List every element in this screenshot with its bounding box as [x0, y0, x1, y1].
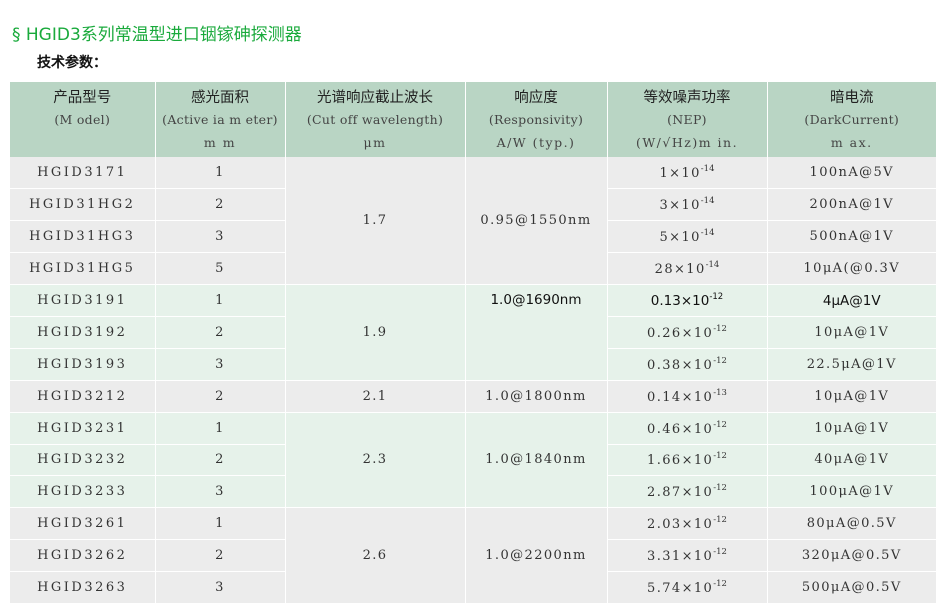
header-dark-current: 暗电流 (DarkCurrent) m ax. [767, 82, 936, 157]
cell-area: 2 [155, 380, 286, 413]
table-row: HGID3193 3 0.38×10-12 22.5μA@1V [10, 348, 936, 381]
table-row: HGID31HG3 3 5×10-14 500nA@1V [10, 220, 936, 254]
cell-cutoff: 2.3 [285, 412, 466, 509]
cell-dark-current: 80μA@0.5V [767, 507, 936, 541]
header-model: 产品型号 (M odel) [10, 82, 156, 157]
cell-area: 2 [155, 188, 286, 222]
header-responsivity: 响应度 (Responsivity) A/W (typ.) [465, 82, 608, 157]
cell-dark-current: 10μA(@0.3V [767, 252, 936, 286]
section-subtitle: 技术参数： [37, 55, 107, 71]
cell-model: HGID31HG2 [10, 188, 156, 222]
cell-nep: 0.38×10-12 [607, 348, 768, 381]
cell-nep: 2.03×10-12 [607, 507, 768, 541]
header-nep: 等效噪声功率 (NEP) (W/√Hz)m in. [607, 82, 768, 157]
cell-model: HGID3193 [10, 348, 156, 381]
table-row: HGID3231 1 2.3 1.0@1840nm 0.46×10-12 10μ… [10, 412, 936, 509]
cell-cutoff: 1.9 [285, 284, 466, 381]
cell-nep: 1×10-14 [607, 157, 768, 190]
table-row: HGID3191 1 1.9 1.0@1690nm 0.13×10-12 4μA… [10, 284, 936, 381]
cell-model: HGID3232 [10, 444, 156, 477]
cell-area: 3 [155, 475, 286, 509]
cell-dark-current: 100μA@1V [767, 475, 936, 509]
cell-dark-current: 500μA@0.5V [767, 571, 936, 604]
table-row: HGID3262 2 3.31×10-12 320μA@0.5V [10, 539, 936, 573]
cell-model: HGID3262 [10, 539, 156, 573]
cell-model: HGID31HG5 [10, 252, 156, 286]
cell-responsivity: 1.0@1690nm [465, 284, 608, 381]
cell-dark-current: 22.5μA@1V [767, 348, 936, 381]
cell-dark-current: 10μA@1V [767, 412, 936, 445]
cell-area: 3 [155, 571, 286, 604]
cell-area: 3 [155, 348, 286, 381]
table-row: HGID3212 2 2.1 1.0@1800nm 0.14×10-13 10μ… [10, 380, 936, 413]
cell-cutoff: 1.7 [285, 157, 466, 286]
cell-nep: 5×10-14 [607, 220, 768, 254]
cell-area: 5 [155, 252, 286, 286]
cell-responsivity: 1.0@2200nm [465, 507, 608, 604]
cell-nep: 0.14×10-13 [607, 380, 768, 413]
cell-model: HGID3171 [10, 157, 156, 190]
page-title: § HGID3系列常温型进口铟镓砷探测器 [12, 25, 302, 45]
cell-area: 1 [155, 507, 286, 541]
cell-dark-current: 320μA@0.5V [767, 539, 936, 573]
table-row: HGID3261 1 2.6 1.0@2200nm 2.03×10-12 80μ… [10, 507, 936, 604]
table-row: HGID3232 2 1.66×10-12 40μA@1V [10, 444, 936, 477]
cell-dark-current: 200nA@1V [767, 188, 936, 222]
cell-area: 1 [155, 157, 286, 190]
cell-nep: 2.87×10-12 [607, 475, 768, 509]
cell-nep: 3.31×10-12 [607, 539, 768, 573]
cell-area: 1 [155, 284, 286, 317]
spec-table: 产品型号 (M odel) 感光面积 (Active ia m eter) m … [10, 82, 936, 604]
cell-dark-current: 4μA@1V [767, 284, 936, 317]
cell-cutoff: 2.6 [285, 507, 466, 604]
cell-model: HGID3263 [10, 571, 156, 604]
cell-nep: 3×10-14 [607, 188, 768, 222]
cell-responsivity: 1.0@1840nm [465, 412, 608, 509]
cell-model: HGID3212 [10, 380, 156, 413]
header-cutoff: 光谱响应截止波长 (Cut off wavelength) μm [285, 82, 466, 157]
cell-responsivity: 1.0@1800nm [465, 380, 608, 413]
cell-area: 2 [155, 539, 286, 573]
cell-nep: 5.74×10-12 [607, 571, 768, 604]
cell-dark-current: 100nA@5V [767, 157, 936, 190]
table-row: HGID3171 1 1.7 0.95@1550nm 1×10-14 100nA… [10, 157, 936, 286]
cell-nep: 0.46×10-12 [607, 412, 768, 445]
cell-dark-current: 10μA@1V [767, 316, 936, 349]
cell-area: 2 [155, 444, 286, 477]
cell-dark-current: 40μA@1V [767, 444, 936, 477]
cell-area: 1 [155, 412, 286, 445]
header-area: 感光面积 (Active ia m eter) m m [155, 82, 286, 157]
cell-model: HGID31HG3 [10, 220, 156, 254]
cell-nep: 1.66×10-12 [607, 444, 768, 477]
table-row: HGID3263 3 5.74×10-12 500μA@0.5V [10, 571, 936, 604]
cell-area: 2 [155, 316, 286, 349]
cell-nep: 0.13×10-12 [607, 284, 768, 317]
cell-model: HGID3261 [10, 507, 156, 541]
table-row: HGID3192 2 0.26×10-12 10μA@1V [10, 316, 936, 349]
cell-model: HGID3191 [10, 284, 156, 317]
cell-nep: 0.26×10-12 [607, 316, 768, 349]
cell-area: 3 [155, 220, 286, 254]
cell-model: HGID3231 [10, 412, 156, 445]
table-row: HGID31HG2 2 3×10-14 200nA@1V [10, 188, 936, 222]
cell-nep: 28×10-14 [607, 252, 768, 286]
cell-responsivity: 0.95@1550nm [465, 157, 608, 286]
table-row: HGID31HG5 5 28×10-14 10μA(@0.3V [10, 252, 936, 286]
table-row: HGID3233 3 2.87×10-12 100μA@1V [10, 475, 936, 509]
cell-model: HGID3233 [10, 475, 156, 509]
header-row: 产品型号 (M odel) 感光面积 (Active ia m eter) m … [10, 82, 936, 157]
cell-cutoff: 2.1 [285, 380, 466, 413]
cell-dark-current: 10μA@1V [767, 380, 936, 413]
cell-dark-current: 500nA@1V [767, 220, 936, 254]
cell-model: HGID3192 [10, 316, 156, 349]
